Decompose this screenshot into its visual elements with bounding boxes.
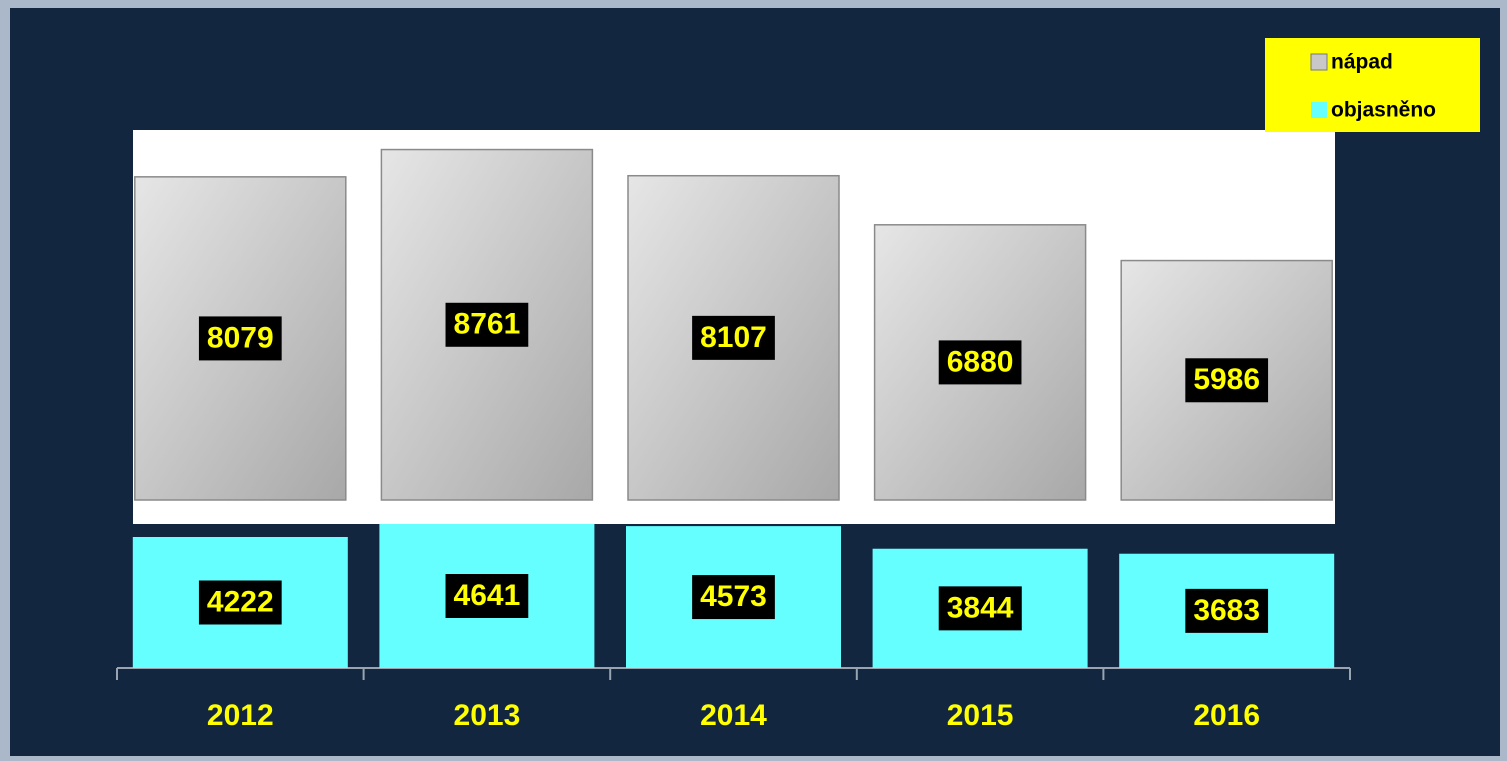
x-tick-label: 2014 <box>700 699 767 732</box>
value-label-box <box>445 574 529 618</box>
value-label: 5986 <box>1193 363 1260 396</box>
value-label-box <box>692 575 775 620</box>
legend-label: nápad <box>1331 51 1393 74</box>
value-label-box <box>1185 358 1269 403</box>
legend-label: objasněno <box>1331 99 1436 122</box>
x-tick-label: 2016 <box>1193 699 1260 732</box>
value-label: 4573 <box>700 580 767 613</box>
legend: nápad objasněno <box>1265 38 1480 132</box>
legend-box <box>1265 38 1480 132</box>
value-label-box <box>198 316 282 361</box>
x-tick-label: 2015 <box>947 699 1014 732</box>
value-label-box <box>938 586 1022 631</box>
value-label: 8079 <box>207 321 274 354</box>
value-label: 3844 <box>947 591 1014 624</box>
legend-swatch <box>1310 53 1328 71</box>
value-label: 4641 <box>454 579 521 612</box>
value-label-box <box>938 340 1022 385</box>
legend-swatch <box>1311 102 1327 118</box>
value-label: 6880 <box>947 345 1014 378</box>
value-label: 3683 <box>1193 594 1260 627</box>
value-label: 8761 <box>454 308 521 341</box>
x-tick-label: 2013 <box>454 699 521 732</box>
value-label: 8107 <box>700 321 767 354</box>
value-label-box <box>692 315 775 360</box>
value-label-box <box>198 580 282 625</box>
value-label-box <box>1185 588 1269 633</box>
value-label: 4222 <box>207 585 274 618</box>
value-label-box <box>445 302 529 347</box>
x-tick-label: 2012 <box>207 699 274 732</box>
